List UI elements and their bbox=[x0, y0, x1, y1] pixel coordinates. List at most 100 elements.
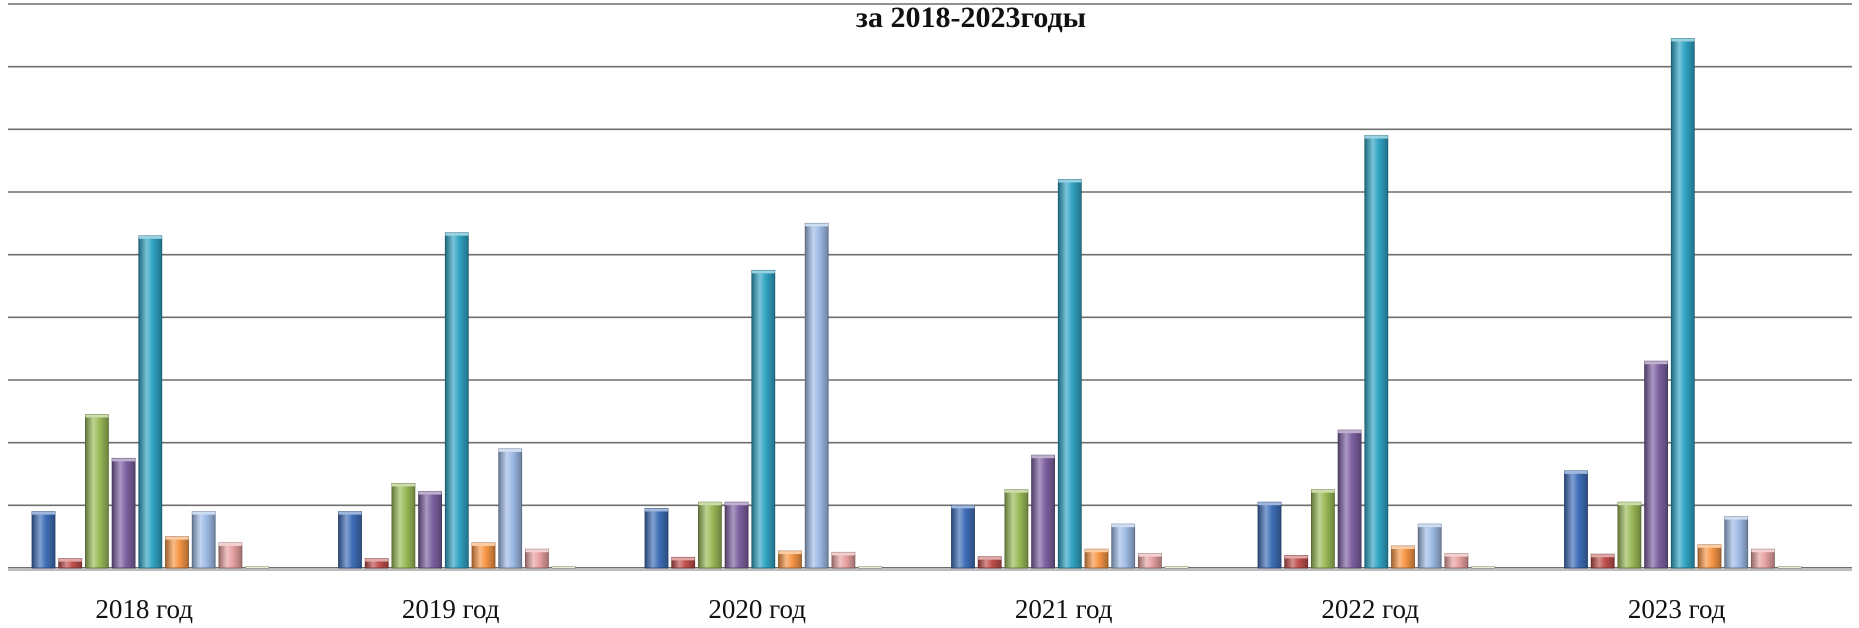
bar-body bbox=[444, 232, 469, 569]
bar bbox=[1257, 501, 1282, 569]
x-tick-label: 2019 год bbox=[402, 594, 500, 624]
chart-floor-band bbox=[8, 568, 1852, 571]
bar-body bbox=[804, 222, 829, 569]
bar-top bbox=[1364, 135, 1388, 139]
bar-top bbox=[858, 566, 882, 568]
gridlines bbox=[8, 3, 1852, 569]
bar bbox=[1164, 566, 1189, 569]
bar bbox=[1337, 429, 1362, 569]
bar bbox=[1057, 179, 1082, 569]
bar-top bbox=[1165, 566, 1189, 568]
bar-body bbox=[1311, 489, 1335, 569]
bar bbox=[1444, 553, 1469, 569]
bar bbox=[1590, 553, 1615, 569]
bar bbox=[1644, 360, 1668, 569]
bar-body bbox=[644, 508, 669, 569]
bar-top bbox=[1258, 502, 1281, 506]
bars bbox=[31, 38, 1802, 569]
bar bbox=[1004, 489, 1029, 569]
bar bbox=[724, 501, 749, 569]
bar-top bbox=[1698, 544, 1721, 548]
bar bbox=[418, 491, 443, 569]
bar-top bbox=[831, 552, 855, 556]
bar bbox=[191, 511, 216, 569]
bar bbox=[1617, 501, 1642, 569]
bar bbox=[1564, 470, 1588, 569]
bar-top bbox=[1058, 179, 1082, 183]
bar-body bbox=[1644, 360, 1668, 569]
bar-body bbox=[1417, 523, 1442, 569]
bar-top bbox=[1471, 566, 1495, 568]
bar-body bbox=[138, 235, 163, 569]
bar-body bbox=[724, 501, 749, 569]
bar-top bbox=[165, 536, 189, 540]
bar bbox=[1364, 135, 1389, 569]
bar bbox=[671, 556, 696, 569]
bar-body bbox=[111, 457, 136, 569]
bar-body bbox=[391, 482, 416, 569]
bar-body bbox=[1724, 516, 1749, 569]
bar-body bbox=[1111, 523, 1136, 569]
bar bbox=[58, 558, 83, 569]
bar-body bbox=[85, 414, 109, 569]
bar-top bbox=[751, 270, 775, 274]
bar-top bbox=[1671, 38, 1695, 42]
bar-body bbox=[191, 511, 216, 569]
bar-body bbox=[1057, 179, 1082, 569]
bar bbox=[1471, 566, 1495, 569]
bar bbox=[831, 551, 856, 569]
bar-body bbox=[338, 511, 362, 569]
bar-top bbox=[498, 448, 522, 452]
x-tick-label: 2018 год bbox=[95, 594, 193, 624]
bar-top bbox=[138, 235, 162, 239]
bar-top bbox=[192, 511, 216, 515]
bar-top bbox=[445, 232, 469, 236]
bar-body bbox=[1337, 429, 1362, 569]
bar bbox=[858, 566, 882, 569]
bar-body bbox=[31, 511, 56, 569]
category-labels: 2018 год 2019 год 2020 год 2021 год 2022 год… bbox=[95, 594, 1725, 624]
bar-body bbox=[1364, 135, 1389, 569]
bar bbox=[698, 501, 722, 569]
bar-top bbox=[418, 491, 442, 495]
bar bbox=[1751, 548, 1775, 569]
bar-top bbox=[1391, 546, 1415, 550]
bar bbox=[138, 235, 163, 569]
bar-body bbox=[498, 448, 523, 569]
bar-body bbox=[218, 542, 243, 569]
bar bbox=[1697, 544, 1722, 569]
bar-top bbox=[365, 558, 389, 562]
bar bbox=[551, 566, 576, 569]
bar bbox=[111, 457, 136, 569]
bar-top bbox=[1311, 489, 1335, 493]
bar bbox=[245, 566, 270, 569]
bar bbox=[1031, 454, 1055, 569]
bar-top bbox=[1085, 549, 1108, 553]
bar bbox=[1417, 523, 1442, 569]
bar bbox=[444, 232, 469, 569]
bar-top bbox=[1751, 549, 1775, 553]
bar-top bbox=[671, 557, 695, 561]
bar bbox=[391, 482, 416, 569]
bar-top bbox=[725, 502, 749, 506]
bar-body bbox=[418, 491, 443, 569]
x-tick-label: 2021 год bbox=[1015, 594, 1113, 624]
bar-top bbox=[1338, 430, 1362, 434]
bar bbox=[644, 508, 669, 569]
chart-floor bbox=[8, 568, 1852, 571]
bar-top bbox=[1644, 361, 1668, 365]
bar-top bbox=[472, 542, 495, 546]
bar-top bbox=[218, 542, 242, 546]
bar-top bbox=[245, 566, 269, 568]
bar-body bbox=[1564, 470, 1588, 569]
bar bbox=[1111, 523, 1136, 569]
bar bbox=[751, 269, 776, 569]
bar bbox=[338, 511, 362, 569]
bar-top bbox=[1031, 455, 1055, 459]
bar bbox=[85, 414, 109, 569]
bar-body bbox=[1670, 38, 1695, 569]
bar-top bbox=[805, 223, 829, 227]
bar-body bbox=[1031, 454, 1055, 569]
bar bbox=[804, 222, 829, 569]
